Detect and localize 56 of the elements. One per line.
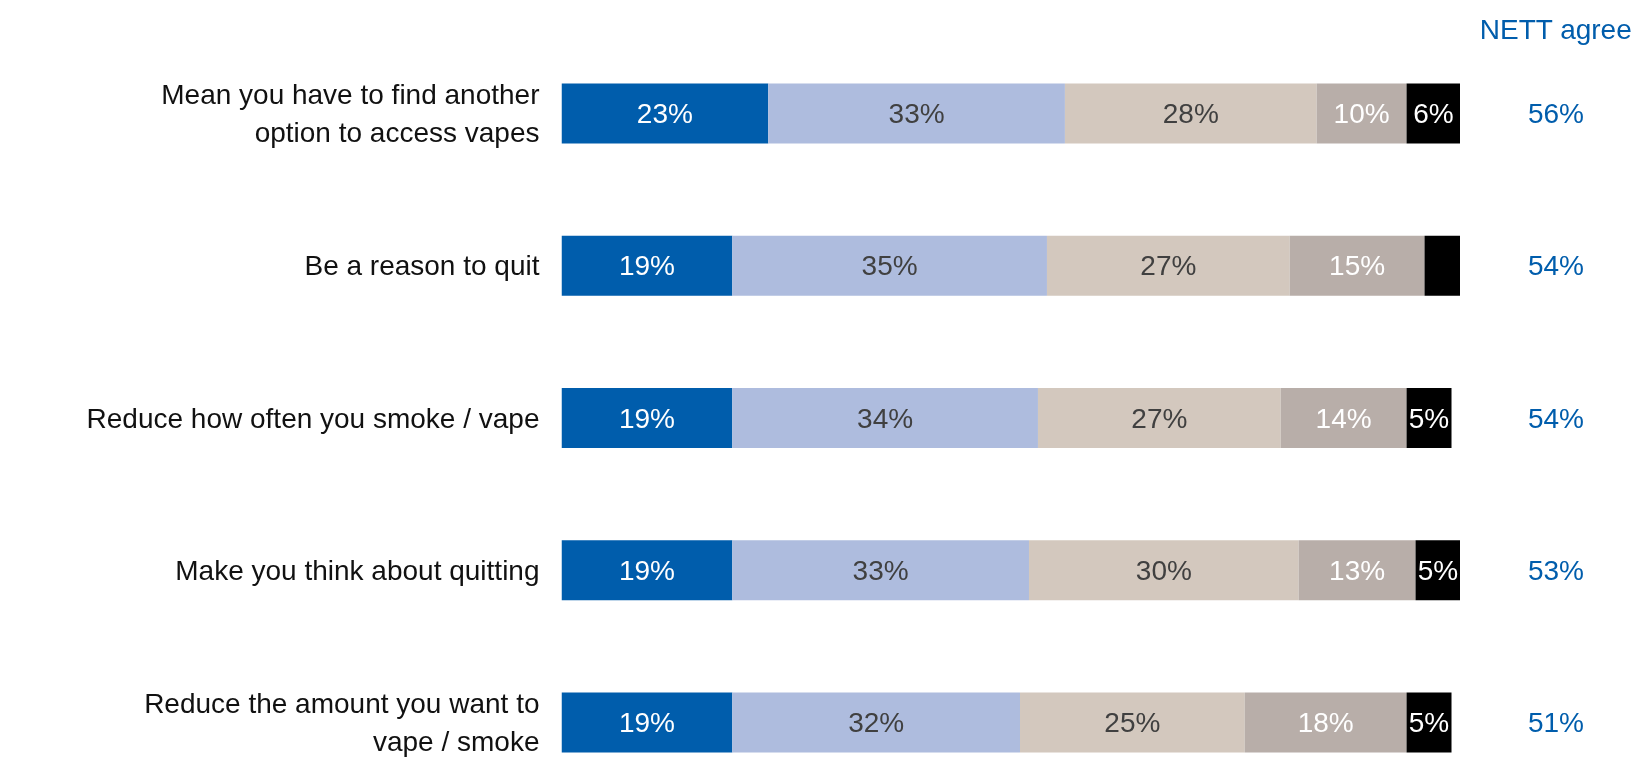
y-tick-label: Be a reason to quit <box>304 250 540 282</box>
bar <box>1037 388 1281 448</box>
data-label: 19% <box>618 250 675 282</box>
data-label: 27% <box>1140 250 1197 282</box>
bar <box>561 692 733 753</box>
data-label: 5% <box>1408 402 1450 434</box>
bar <box>732 388 1038 448</box>
data-label: 5% <box>1408 707 1450 738</box>
y-tick-label: Make you think about quitting <box>175 554 540 586</box>
bar <box>768 83 1065 144</box>
text: 54% <box>1527 250 1585 282</box>
text: 54% <box>1527 402 1585 434</box>
data-label: 32% <box>848 707 905 738</box>
bar <box>1289 235 1425 296</box>
bar <box>1298 540 1416 601</box>
text: 56% <box>1527 98 1585 129</box>
bar <box>561 235 733 296</box>
text: 51% <box>1527 707 1585 738</box>
bar <box>1424 235 1460 296</box>
data-label: 19% <box>618 554 675 586</box>
bar <box>1046 235 1290 296</box>
data-label: 34% <box>857 402 914 434</box>
bar <box>1280 388 1407 448</box>
bar <box>1316 83 1407 144</box>
bar <box>732 692 1020 753</box>
bar <box>561 388 733 448</box>
data-label: 10% <box>1333 98 1390 129</box>
data-label: 19% <box>618 402 675 434</box>
data-label: 28% <box>1162 98 1219 129</box>
bar <box>1028 540 1299 601</box>
bar <box>1064 83 1317 144</box>
data-label: 27% <box>1131 402 1188 434</box>
data-label: 19% <box>618 707 675 738</box>
y-tick-label: Reduce how often you smoke / vape <box>86 402 540 434</box>
data-label: 23% <box>636 98 693 129</box>
y-tick-label: Reduce the amount you want to vape / smoke <box>144 688 540 757</box>
bar <box>1019 692 1245 753</box>
data-label: 25% <box>1104 707 1161 738</box>
y-tick-label: Mean you have to find another option to access vapes <box>161 79 540 148</box>
data-label: 6% <box>1413 98 1454 129</box>
data-label: 5% <box>1417 554 1459 586</box>
data-label: 18% <box>1297 707 1354 738</box>
bar <box>732 235 1047 296</box>
data-label: 30% <box>1135 554 1192 586</box>
data-label: 14% <box>1315 402 1372 434</box>
text: 53% <box>1527 554 1585 586</box>
data-label: 33% <box>852 554 909 586</box>
bar <box>1244 692 1407 753</box>
bar <box>561 540 733 601</box>
data-label: 15% <box>1329 250 1386 282</box>
bar <box>561 83 769 144</box>
data-label: 33% <box>888 98 945 129</box>
data-label: 13% <box>1329 554 1386 586</box>
data-label: 35% <box>861 250 918 282</box>
bar <box>732 540 1029 601</box>
text: NETT agree <box>1479 14 1632 46</box>
